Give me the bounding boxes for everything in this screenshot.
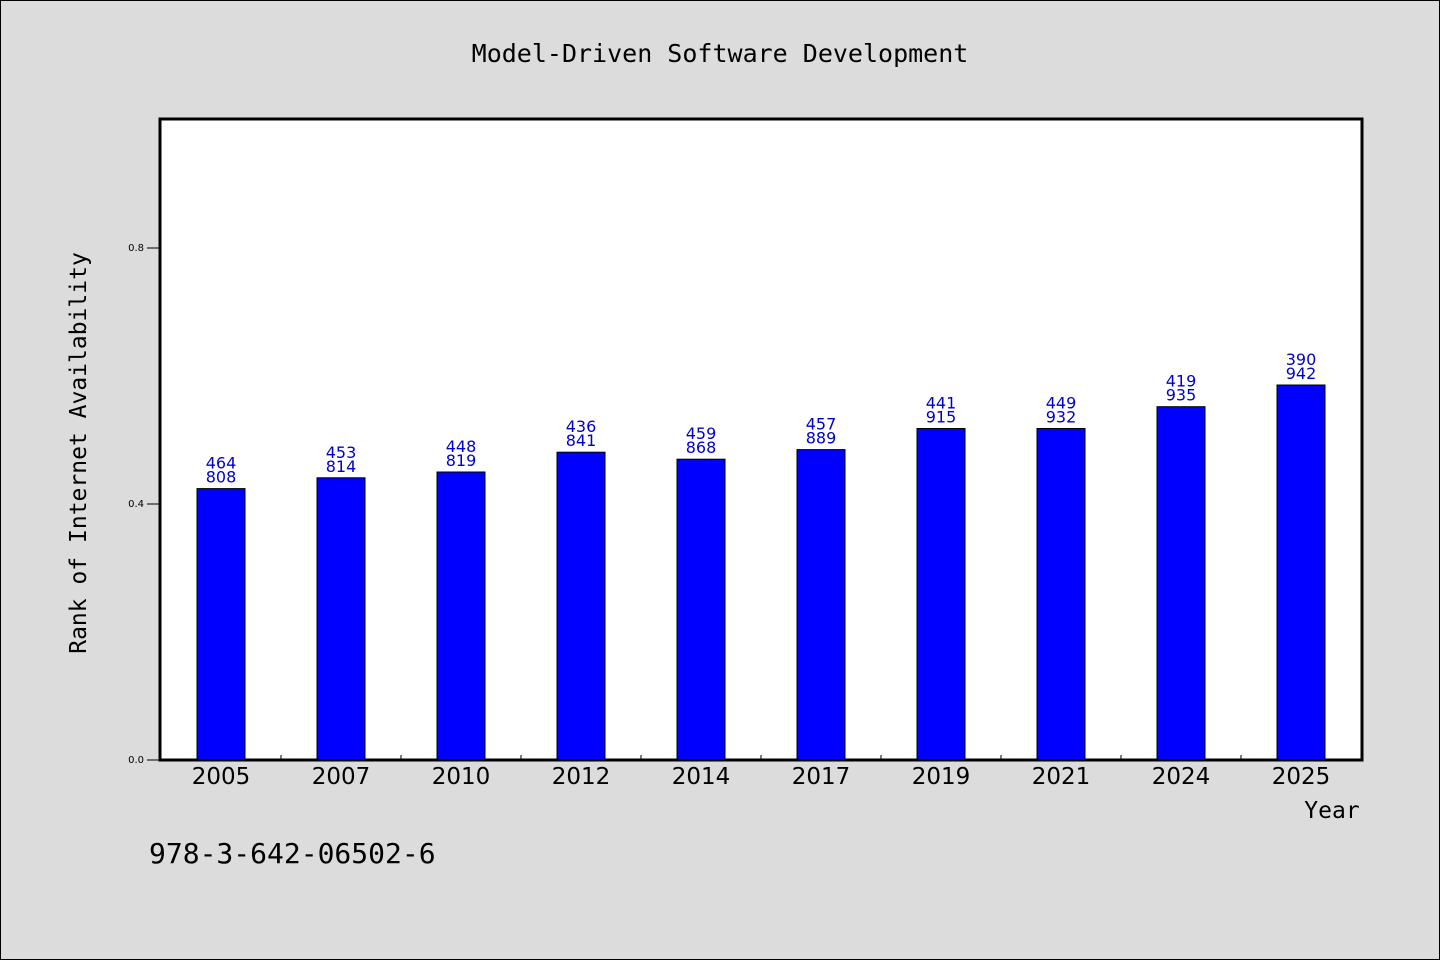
bars-layer [196,384,1326,761]
y-axis: 0.0 0.4 0.8 [128,243,161,766]
bar-label-bottom-2019: 915 [926,408,957,427]
y-tick-label-2: 0.8 [128,243,144,254]
y-tick-label-1: 0.4 [128,499,144,510]
bar-label-bottom-2014: 868 [686,438,717,457]
bar-2021 [1036,428,1086,761]
bar-label-top-2019: 441 [926,394,957,413]
x-tick-label-2019: 2019 [912,764,971,790]
x-tick-label-2025: 2025 [1272,764,1331,790]
bar-label-top-2007: 453 [326,443,357,462]
bar-label-bottom-2025: 942 [1286,364,1317,383]
bar-2017 [796,449,846,761]
bar-2019 [916,428,966,761]
x-tick-label-2017: 2017 [792,764,851,790]
bar-label-bottom-2012: 841 [566,431,597,450]
x-axis-label: Year [1304,798,1359,824]
bar-label-bottom-2021: 932 [1046,408,1077,427]
bar-label-top-2025: 390 [1286,350,1317,369]
bar-label-bottom-2010: 819 [446,451,477,470]
bar-label-top-2012: 436 [566,417,597,436]
bar-label-top-2005: 464 [206,454,237,473]
bar-label-bottom-2017: 889 [806,429,837,448]
footer-isbn: 978-3-642-06502-6 [149,837,436,870]
x-tick-label-2014: 2014 [672,764,731,790]
bar-label-bottom-2024: 935 [1166,386,1197,405]
x-tick-label-2007: 2007 [312,764,371,790]
bar-label-bottom-2007: 814 [326,457,357,476]
bar-label-top-2024: 419 [1166,372,1197,391]
y-axis-label: Rank of Internet Availability [66,252,92,654]
bar-label-top-2014: 459 [686,424,717,443]
x-tick-label-2024: 2024 [1152,764,1211,790]
bar-label-bottom-2005: 808 [206,468,237,487]
bar-label-top-2010: 448 [446,437,477,456]
bar-2005 [196,488,246,761]
bar-2014 [676,458,726,761]
bar-2024 [1156,406,1206,761]
bar-label-top-2017: 457 [806,415,837,434]
bar-2007 [316,477,366,761]
x-tick-label-2021: 2021 [1032,764,1091,790]
bar-2010 [436,471,486,761]
x-tick-label-2010: 2010 [432,764,491,790]
bar-2025 [1276,384,1326,761]
bar-label-top-2021: 449 [1046,394,1077,413]
x-axis: 2005 2007 2010 2012 2014 2017 2019 2021 2024 2025 [192,755,1331,790]
bar-2012 [556,451,606,761]
x-tick-label-2012: 2012 [552,764,611,790]
y-tick-label-0: 0.0 [128,755,144,766]
x-tick-label-2005: 2005 [192,764,251,790]
chart-title: Model-Driven Software Development [472,39,969,68]
